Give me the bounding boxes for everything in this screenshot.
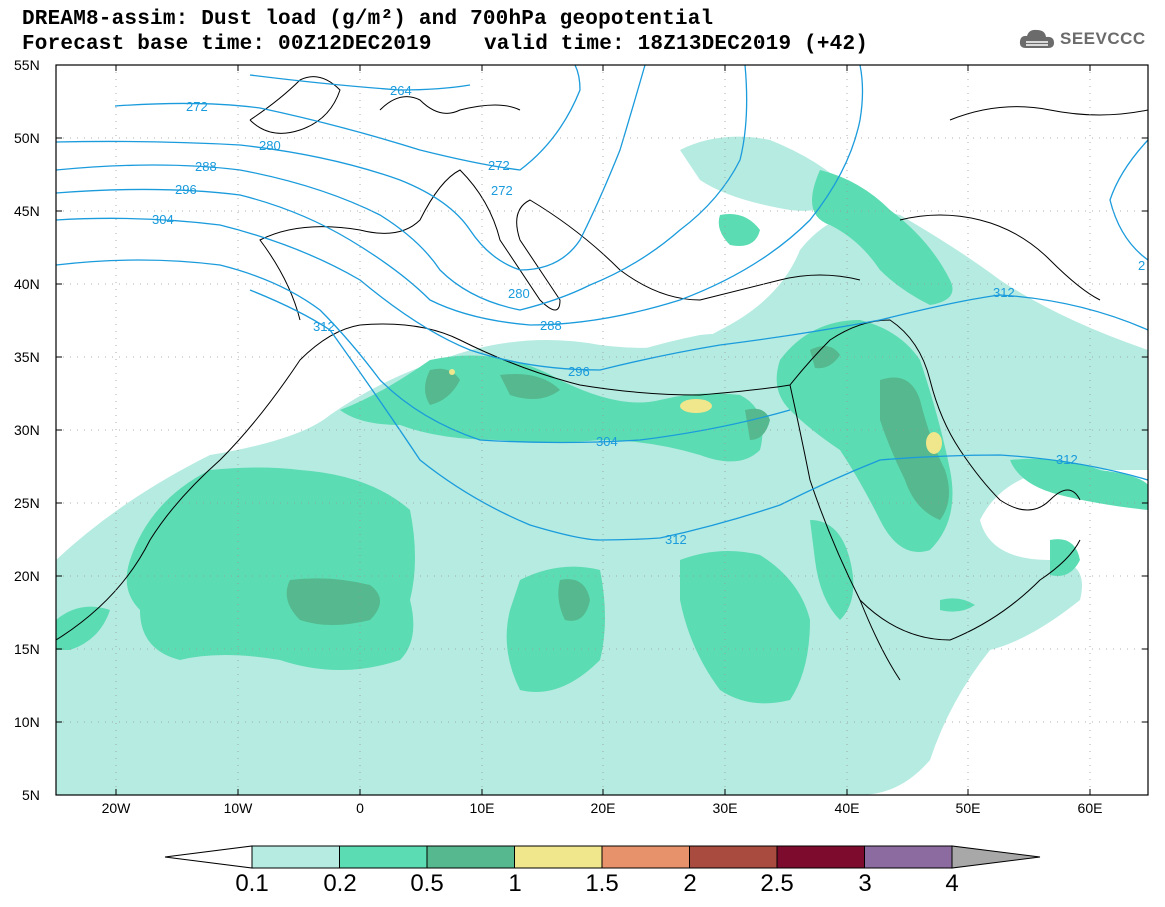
contour-label-312-d: 312 — [993, 285, 1015, 300]
lon-label: 50E — [956, 800, 981, 816]
legend-right-arrow — [951, 845, 1041, 869]
forecast-time-line: Forecast base time: 00Z12DEC2019 valid ti… — [22, 33, 868, 56]
contour-label-312-c: 312 — [1056, 452, 1078, 467]
lat-label: 10N — [14, 714, 40, 730]
lat-label: 30N — [14, 422, 40, 438]
legend-label: 3 — [858, 870, 872, 897]
valid-time: valid time: 18Z13DEC2019 (+42) — [484, 33, 869, 56]
contour-label-partial: 2 — [1138, 258, 1145, 273]
color-legend — [164, 845, 1041, 869]
legend-label: 2 — [683, 870, 697, 897]
longitude-labels: 20W 10W 0 10E 20E 30E 40E 50E 60E — [102, 800, 1103, 816]
seevccc-logo: SEEVCCC — [1018, 26, 1146, 52]
contour-label-288-b: 288 — [540, 318, 562, 333]
lat-label: 25N — [14, 495, 40, 511]
axis-ticks — [56, 64, 1148, 796]
contour-labels: 264 272 272 272 280 280 288 288 296 296 … — [152, 83, 1145, 547]
contour-label-312-a: 312 — [313, 319, 335, 334]
geopotential-contours — [56, 65, 1148, 541]
legend-swatch — [514, 845, 603, 869]
lon-label: 20W — [102, 800, 132, 816]
lat-label: 55N — [14, 57, 40, 73]
lat-label: 15N — [14, 641, 40, 657]
contour-label-280-b: 280 — [508, 286, 530, 301]
contour-label-304-a: 304 — [152, 212, 174, 227]
lon-label: 0 — [356, 800, 364, 816]
lon-label: 30E — [713, 800, 738, 816]
legend-label: 1 — [508, 870, 522, 897]
lon-label: 20E — [591, 800, 616, 816]
logo-text: SEEVCCC — [1060, 29, 1146, 48]
legend-left-arrow — [164, 845, 253, 869]
forecast-base-time: Forecast base time: 00Z12DEC2019 — [22, 33, 432, 56]
lat-label: 5N — [22, 787, 40, 803]
legend-swatch — [251, 845, 340, 869]
contour-label-296-a: 296 — [175, 182, 197, 197]
legend-label: 0.2 — [323, 870, 357, 897]
lon-label: 60E — [1078, 800, 1103, 816]
contour-label-304-b: 304 — [596, 434, 618, 449]
legend-swatch — [689, 845, 778, 869]
legend-swatch — [426, 845, 515, 869]
contour-label-296-b: 296 — [568, 364, 590, 379]
legend-label: 0.5 — [410, 870, 444, 897]
lat-label: 35N — [14, 349, 40, 365]
contour-label-272-a: 272 — [186, 99, 208, 114]
lat-label: 20N — [14, 568, 40, 584]
dust-shading — [56, 136, 1148, 795]
legend-swatch — [601, 845, 690, 869]
cloud-logo-icon — [1019, 29, 1054, 48]
lat-label: 40N — [14, 276, 40, 292]
legend-label: 0.1 — [235, 870, 269, 897]
lon-label: 10W — [224, 800, 254, 816]
contour-label-272-c: 272 — [491, 183, 513, 198]
contour-label-280-a: 280 — [259, 138, 281, 153]
latitude-labels: 55N 50N 45N 40N 35N 30N 25N 20N 15N 10N … — [14, 57, 40, 803]
legend-label: 4 — [945, 870, 959, 897]
contour-label-264: 264 — [390, 83, 412, 98]
map-title: DREAM8-assim: Dust load (g/m²) and 700hP… — [22, 8, 714, 31]
graticule — [56, 65, 1148, 795]
contour-label-272-b: 272 — [488, 158, 510, 173]
legend-swatch — [339, 845, 428, 869]
legend-swatch — [776, 845, 865, 869]
legend-label: 1.5 — [585, 870, 619, 897]
lon-label: 40E — [835, 800, 860, 816]
legend-label: 2.5 — [760, 870, 794, 897]
contour-label-312-b: 312 — [665, 532, 687, 547]
contour-label-288-a: 288 — [195, 159, 217, 174]
lon-label: 10E — [470, 800, 495, 816]
lat-label: 45N — [14, 203, 40, 219]
legend-swatch — [864, 845, 953, 869]
lat-label: 50N — [14, 130, 40, 146]
